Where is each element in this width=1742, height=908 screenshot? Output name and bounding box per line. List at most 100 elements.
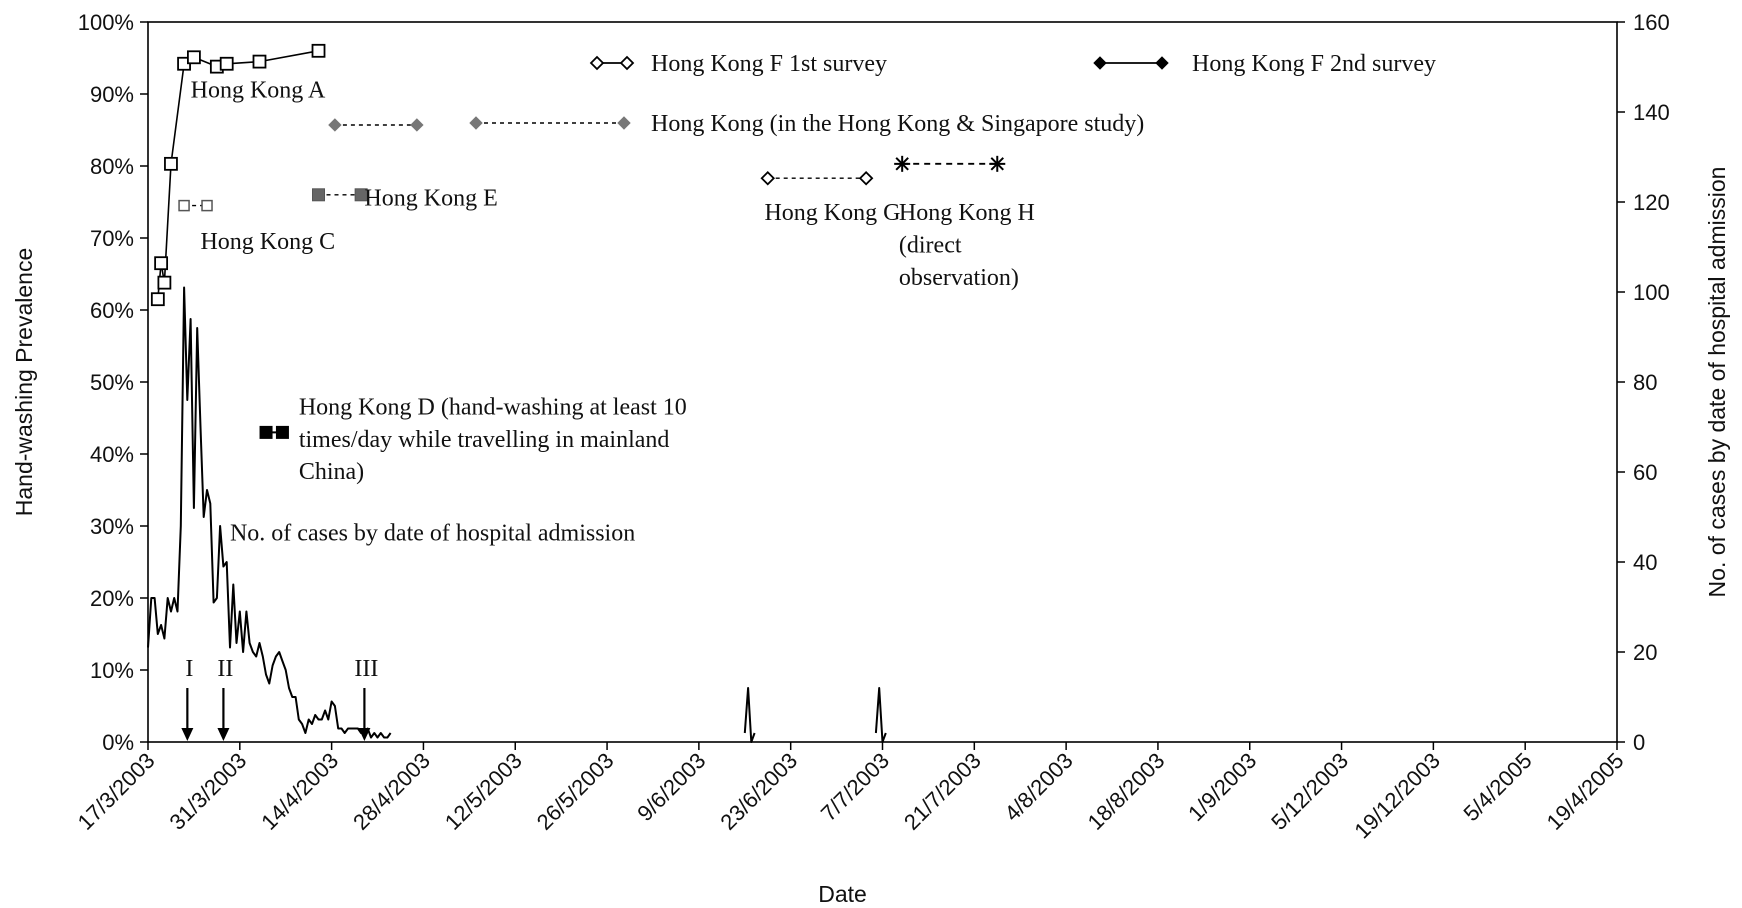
data-point	[178, 199, 190, 212]
data-point	[201, 199, 213, 212]
x-tick-label: 14/4/2003	[256, 748, 343, 835]
left-tick-label: 70%	[90, 226, 134, 251]
y-axis-title-right: No. of cases by date of hospital admissi…	[1704, 167, 1730, 598]
arrow-head	[181, 728, 194, 741]
right-tick-label: 60	[1633, 460, 1657, 485]
legend-marker	[1155, 56, 1169, 70]
axes: 0% 10% 20% 30% 40% 50% 60% 70% 80% 90% 100% 0 20 40 60…	[11, 10, 1730, 907]
data-point	[311, 43, 326, 58]
series-line	[874, 687, 887, 743]
x-tick-label: 18/8/2003	[1083, 748, 1170, 835]
x-tick-label: 26/5/2003	[532, 748, 619, 835]
left-tick-label: 90%	[90, 82, 134, 107]
series-line	[743, 687, 756, 743]
data-point	[354, 188, 368, 202]
annotation-text: Hong Kong C	[200, 229, 335, 255]
right-tick-label: 40	[1633, 550, 1657, 575]
x-tick-label: 5/12/2003	[1266, 748, 1353, 835]
x-tick-label: 19/12/2003	[1349, 748, 1445, 844]
legend-marker	[1093, 56, 1107, 70]
x-axis-title: Date	[818, 881, 867, 907]
data-point	[259, 425, 273, 439]
x-tick-label: 21/7/2003	[899, 748, 986, 835]
y-axis-title-left: Hand-washing Prevalence	[11, 248, 37, 517]
series-layer: I II III	[147, 43, 1006, 743]
annotation-text: Hong Kong G	[764, 200, 900, 226]
series-10	[743, 687, 756, 743]
annotation-text: (direct	[899, 232, 962, 258]
data-point	[154, 256, 169, 271]
annotation-text: times/day while travelling in mainland	[299, 427, 670, 453]
arrow-III: III	[354, 656, 378, 741]
left-tick-label: 80%	[90, 154, 134, 179]
star-stroke	[990, 157, 1004, 171]
data-point	[275, 425, 289, 439]
data-point	[989, 155, 1006, 172]
arrow-label: I	[185, 656, 193, 682]
legend-entry: Hong Kong F 1st survey	[589, 51, 887, 77]
left-tick-label: 50%	[90, 370, 134, 395]
left-tick-label: 10%	[90, 658, 134, 683]
legend-marker	[589, 55, 605, 71]
annotation-text: Hong Kong A	[191, 78, 326, 104]
right-tick-label: 160	[1633, 10, 1670, 35]
annotation-text: Hong Kong H	[899, 200, 1035, 226]
annotation-text: Hong Kong E	[364, 186, 497, 212]
arrow-label: III	[354, 656, 378, 682]
annotation-text: Hong Kong D (hand-washing at least 10	[299, 394, 687, 420]
data-point	[858, 170, 874, 186]
data-point	[312, 188, 326, 202]
series-11	[874, 687, 887, 743]
legend-marker	[469, 116, 483, 130]
x-tick-label: 9/6/2003	[632, 748, 710, 826]
series-0	[150, 43, 326, 307]
legend-label: Hong Kong F 2nd survey	[1192, 51, 1436, 77]
left-tick-label: 40%	[90, 442, 134, 467]
data-point	[328, 118, 342, 132]
data-point	[157, 275, 172, 290]
data-point	[760, 170, 776, 186]
x-tick-label: 31/3/2003	[164, 748, 251, 835]
data-point	[187, 50, 201, 65]
x-tick-label: 17/3/2003	[73, 748, 160, 835]
arrow-I: I	[181, 656, 194, 741]
legend: Hong Kong F 1st survey Hong Kong F 2nd su…	[469, 51, 1436, 137]
data-point	[164, 156, 178, 171]
series-8	[894, 155, 1006, 172]
right-tick-label: 100	[1633, 280, 1670, 305]
legend-label: Hong Kong (in the Hong Kong & Singapore …	[651, 111, 1144, 137]
series-7	[760, 170, 874, 186]
data-point	[252, 54, 267, 69]
series-9	[147, 286, 392, 739]
data-point	[894, 155, 911, 172]
x-tick-label: 5/4/2005	[1458, 748, 1536, 826]
series-2	[259, 425, 289, 439]
right-tick-label: 20	[1633, 640, 1657, 665]
left-tick-label: 60%	[90, 298, 134, 323]
series-1	[178, 199, 213, 212]
legend-entry: Hong Kong (in the Hong Kong & Singapore …	[469, 111, 1144, 137]
series-line	[147, 286, 392, 739]
left-tick-label: 30%	[90, 514, 134, 539]
arrow-label: II	[217, 656, 233, 682]
left-tick-label: 100%	[78, 10, 134, 35]
x-tick-label: 1/9/2003	[1183, 748, 1261, 826]
annotation-text: China)	[299, 459, 364, 485]
x-tick-label: 23/6/2003	[715, 748, 802, 835]
legend-marker	[619, 55, 635, 71]
annotation-text: No. of cases by date of hospital admissi…	[230, 520, 635, 546]
left-tick-label: 20%	[90, 586, 134, 611]
data-point	[150, 292, 165, 307]
x-tick-label: 28/4/2003	[348, 748, 435, 835]
x-tick-label: 7/7/2003	[816, 748, 894, 826]
arrow-head	[358, 728, 371, 741]
arrow-head	[217, 728, 230, 741]
data-point	[219, 56, 234, 71]
arrow-II: II	[217, 656, 233, 741]
series-6	[328, 118, 424, 132]
x-tick-label: 4/8/2003	[999, 748, 1077, 826]
right-tick-label: 120	[1633, 190, 1670, 215]
x-tick-label: 12/5/2003	[440, 748, 527, 835]
right-tick-label: 0	[1633, 730, 1645, 755]
